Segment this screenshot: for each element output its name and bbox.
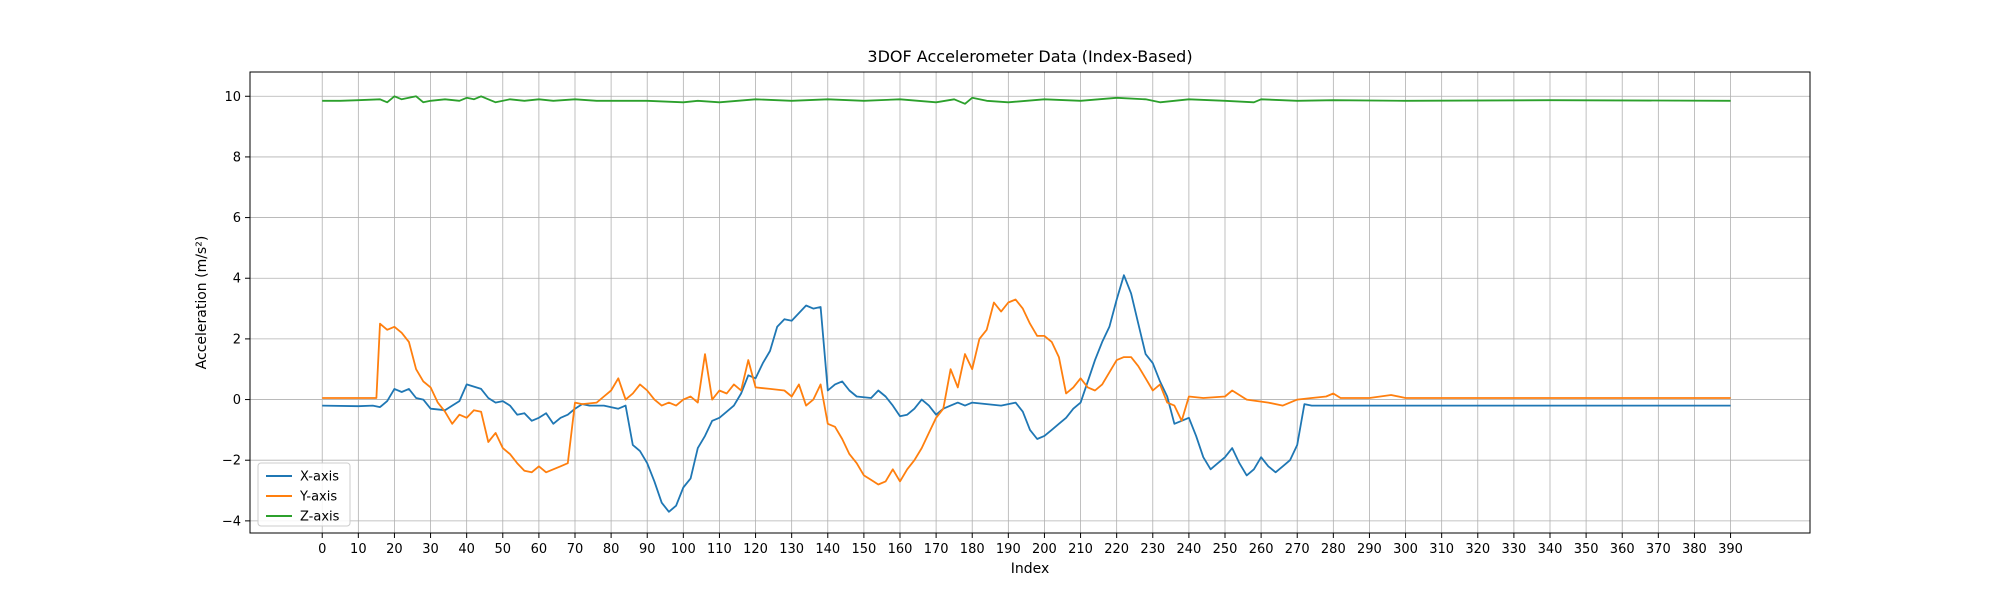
- plot-frame: [249, 71, 1811, 534]
- x-tick-label: 40: [458, 542, 475, 557]
- x-tick-label: 230: [1140, 542, 1165, 557]
- series-line-x-axis: [322, 274, 1731, 513]
- y-axis-label: Acceleration (m/s²): [194, 236, 210, 370]
- x-tick-label: 70: [567, 542, 584, 557]
- x-tick-label: 50: [495, 542, 512, 557]
- legend: X-axis Y-axis Z-axis: [257, 462, 351, 527]
- x-tick-label: 290: [1357, 542, 1382, 557]
- x-tick-label: 90: [639, 542, 656, 557]
- x-tick-label: 160: [888, 542, 913, 557]
- x-tick-label: 320: [1465, 542, 1490, 557]
- x-tick-label: 300: [1393, 542, 1418, 557]
- legend-box: [257, 462, 351, 527]
- x-tick-label: 170: [924, 542, 949, 557]
- y-tick-label: −2: [222, 454, 241, 469]
- x-tick-label: 240: [1176, 542, 1201, 557]
- x-tick-label: 380: [1682, 542, 1707, 557]
- x-tick-label: 0: [318, 542, 326, 557]
- x-tick-label: 20: [386, 542, 403, 557]
- x-axis-label: Index: [1011, 561, 1050, 577]
- x-tick-label: 280: [1321, 542, 1346, 557]
- chart-title: 3DOF Accelerometer Data (Index-Based): [867, 47, 1192, 66]
- x-tick-label: 250: [1213, 542, 1238, 557]
- series-line-y-axis: [322, 298, 1731, 486]
- x-tick-label: 260: [1249, 542, 1274, 557]
- x-tick-label: 190: [996, 542, 1021, 557]
- y-tick-label: 0: [233, 393, 241, 408]
- x-tick-label: 350: [1574, 542, 1599, 557]
- series-layer: [322, 95, 1731, 513]
- x-tick-label: 150: [851, 542, 876, 557]
- x-tick-label: 80: [603, 542, 620, 557]
- x-tick-label: 330: [1501, 542, 1526, 557]
- tick-layer: 0 10 20 30 40 50 60 70 80 90 100 110 120 130 140 150 160…: [222, 90, 1743, 557]
- x-tick-label: 180: [960, 542, 985, 557]
- x-tick-label: 220: [1104, 542, 1129, 557]
- x-tick-label: 360: [1610, 542, 1635, 557]
- x-tick-label: 270: [1285, 542, 1310, 557]
- x-tick-label: 340: [1538, 542, 1563, 557]
- x-tick-label: 30: [422, 542, 439, 557]
- y-tick-label: 2: [233, 332, 241, 347]
- x-tick-label: 130: [779, 542, 804, 557]
- legend-label: Y-axis: [299, 490, 337, 505]
- x-tick-label: 100: [671, 542, 696, 557]
- x-tick-label: 140: [815, 542, 840, 557]
- x-tick-label: 390: [1718, 542, 1743, 557]
- y-tick-label: 10: [224, 90, 241, 105]
- x-tick-label: 310: [1429, 542, 1454, 557]
- x-tick-label: 200: [1032, 542, 1057, 557]
- x-tick-label: 210: [1068, 542, 1093, 557]
- y-tick-label: −4: [222, 514, 241, 529]
- legend-label: Z-axis: [300, 510, 340, 525]
- x-tick-label: 120: [743, 542, 768, 557]
- y-tick-label: 6: [233, 211, 241, 226]
- x-tick-label: 60: [531, 542, 548, 557]
- x-tick-label: 10: [350, 542, 367, 557]
- x-tick-label: 110: [707, 542, 732, 557]
- y-tick-label: 4: [233, 272, 241, 287]
- y-tick-label: 8: [233, 150, 241, 165]
- x-tick-label: 370: [1646, 542, 1671, 557]
- legend-label: X-axis: [300, 470, 339, 485]
- series-line-z-axis: [322, 95, 1731, 105]
- grid-layer: [250, 72, 1810, 533]
